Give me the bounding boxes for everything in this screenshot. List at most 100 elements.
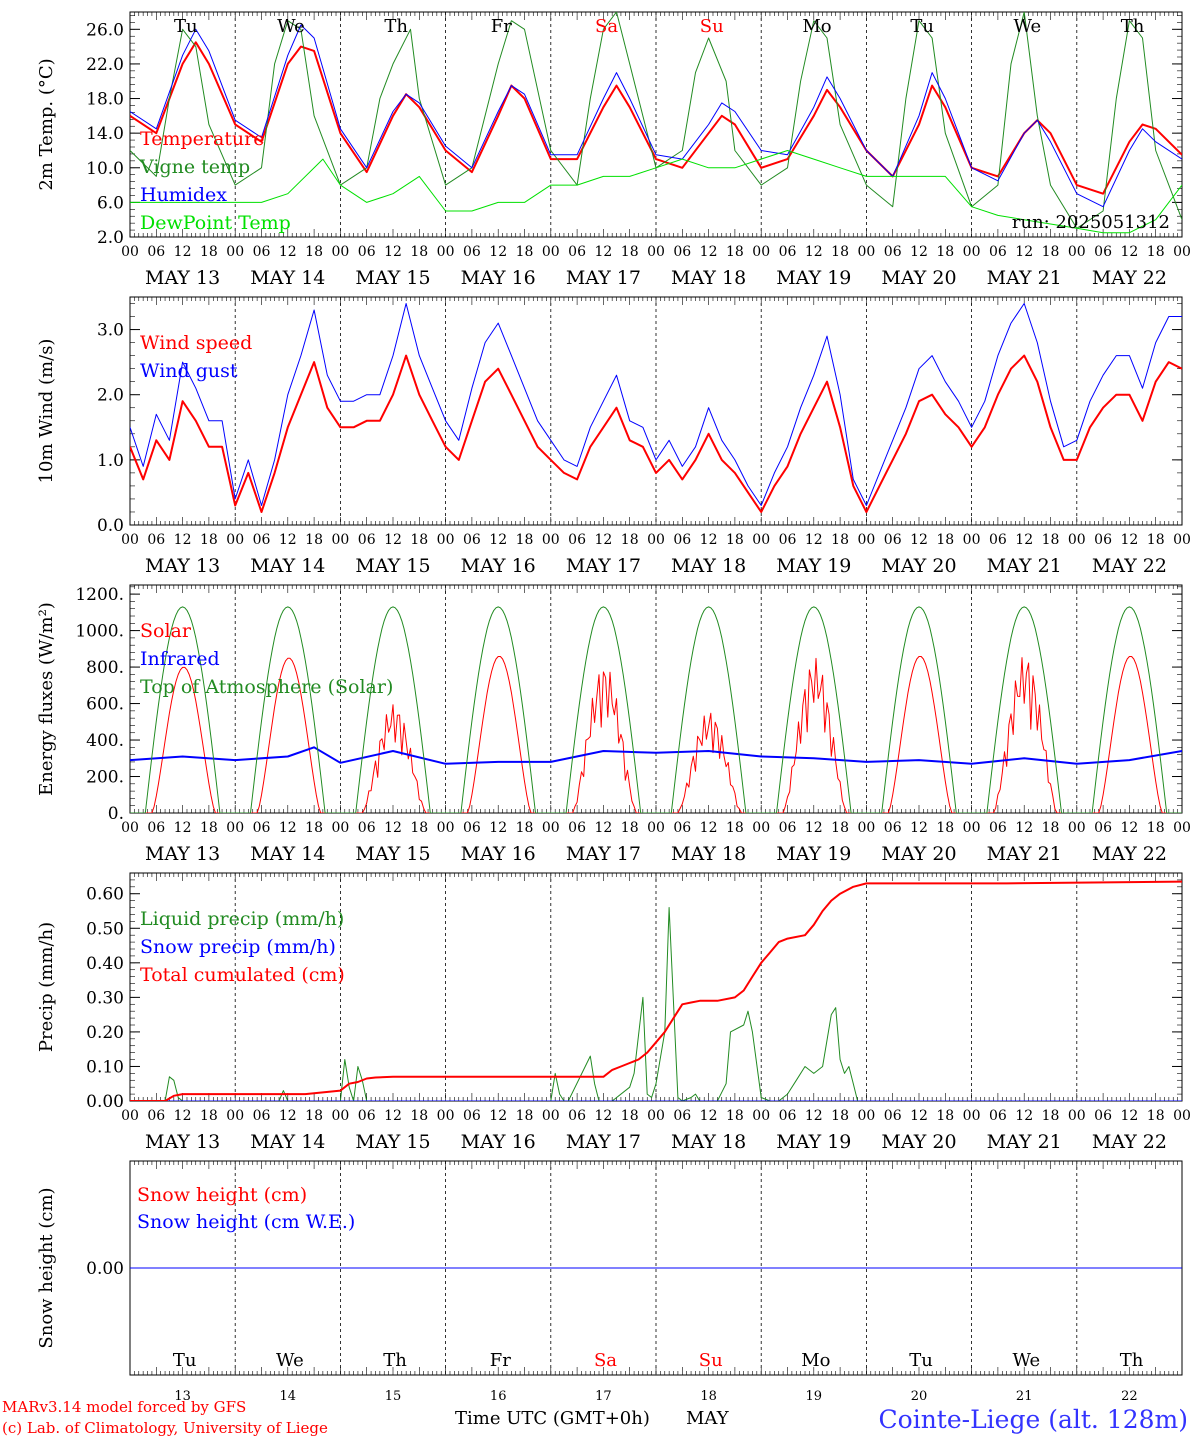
hour-tick-label: 06 [568,1108,586,1124]
series-line-infrared [130,746,1182,765]
hour-tick-label: 00 [752,532,770,548]
hour-tick-label: 12 [1120,532,1138,548]
day-name: We [277,16,305,37]
date-label: MAY 16 [461,843,536,865]
date-label: MAY 16 [461,267,536,289]
date-label: MAY 19 [776,555,851,577]
date-label: MAY 15 [355,555,430,577]
hour-tick-label: 06 [147,820,165,836]
date-label: MAY 17 [566,843,641,865]
hour-tick-label: 12 [489,244,507,260]
hour-tick-label: 06 [673,244,691,260]
hour-tick-label: 12 [1015,532,1033,548]
hour-tick-label: 18 [305,1108,323,1124]
hour-tick-label: 18 [516,244,534,260]
plot-area [130,303,1182,513]
hour-tick-label: 00 [857,820,875,836]
hour-tick-label: 00 [437,244,455,260]
hour-tick-label: 00 [331,532,349,548]
hour-tick-label: 06 [779,820,797,836]
hour-tick-label: 12 [1120,244,1138,260]
hour-tick-label: 12 [384,532,402,548]
hour-tick-label: 18 [936,1108,954,1124]
hour-tick-label: 06 [463,244,481,260]
hour-tick-label: 18 [726,1108,744,1124]
hour-tick-label: 06 [463,820,481,836]
series-line-top-of-atmosphere-solar- [130,606,1182,813]
series-line-dewpoint-temp [130,150,1182,234]
hour-tick-label: 12 [700,1108,718,1124]
hour-tick-label: 12 [1015,244,1033,260]
hour-tick-label: 18 [410,244,428,260]
legend-entry: Total cumulated (cm) [140,964,345,986]
hour-tick-label: 00 [121,820,139,836]
hour-tick-label: 00 [857,532,875,548]
date-label: MAY 17 [566,267,641,289]
y-tick-label: 0.60 [86,885,124,905]
y-tick-label: 200. [86,768,124,788]
hour-tick-label: 18 [1042,1108,1060,1124]
y-tick-label: 18.0 [86,90,124,110]
hour-tick-label: 00 [542,820,560,836]
hour-tick-label: 18 [200,244,218,260]
hour-tick-label: 12 [1120,1108,1138,1124]
series-line-vigne-temp [130,12,1182,229]
hour-tick-label: 18 [936,532,954,548]
series-line-temperature [130,41,1182,195]
hour-tick-label: 06 [884,244,902,260]
day-name: Tu [173,1350,197,1371]
series-line-total-cumulated-cm- [130,880,1182,1101]
hour-tick-label: 18 [410,1108,428,1124]
panel-precip: 0.00 0.10 0.20 0.30 0.40 0.50 0.60 Precip (mm/h… [36,872,1191,1153]
hour-tick-label: 18 [200,532,218,548]
month-label: MAY [686,1408,730,1429]
y-tick-label: 2.0 [97,386,124,406]
hour-tick-label: 12 [700,244,718,260]
y-tick-label: 22.0 [86,55,124,75]
hour-tick-label: 18 [621,244,639,260]
hour-tick-label: 00 [857,1108,875,1124]
y-tick-label: 400. [86,731,124,751]
hour-tick-label: 06 [463,532,481,548]
hour-tick-label: 12 [384,244,402,260]
y-tick-label: 600. [86,695,124,715]
hour-tick-label: 06 [568,244,586,260]
hour-tick-label: 12 [594,244,612,260]
hour-tick-label: 12 [594,532,612,548]
day-name: We [276,1350,304,1371]
y-tick-label: 26.0 [86,20,124,40]
date-label: MAY 14 [250,843,325,865]
hour-tick-label: 06 [779,1108,797,1124]
day-name: Fr [490,1350,511,1371]
hour-tick-label: 00 [331,820,349,836]
date-label: MAY 19 [776,267,851,289]
hour-tick-label: 00 [752,820,770,836]
y-tick-label: 3.0 [97,321,124,341]
y-tick-label: 1.0 [97,451,124,471]
hour-tick-label: 00 [963,244,981,260]
y-tick-label: 0.0 [97,516,124,536]
hour-tick-label: 18 [1042,532,1060,548]
plot-area [130,880,1182,1101]
hour-tick-label: 00 [437,532,455,548]
hour-tick-label: 12 [1015,1108,1033,1124]
y-tick-label: 0.50 [86,919,124,939]
y-axis-label: Snow height (cm) [36,1187,57,1348]
hour-tick-label: 12 [700,820,718,836]
hour-tick-label: 06 [253,244,271,260]
hour-tick-label: 00 [226,1108,244,1124]
hour-tick-label: 12 [1015,820,1033,836]
date-label: MAY 22 [1092,555,1167,577]
hour-tick-label: 00 [1173,820,1191,836]
hour-tick-label: 06 [989,820,1007,836]
day-number: 17 [595,1389,612,1404]
y-tick-label: 1200. [75,585,124,605]
hour-tick-label: 18 [831,820,849,836]
hour-tick-label: 00 [1068,244,1086,260]
date-label: MAY 15 [355,843,430,865]
model-credit: MARv3.14 model forced by GFS [2,1398,246,1416]
hour-tick-label: 12 [384,820,402,836]
hour-tick-label: 18 [1147,1108,1165,1124]
run-label: run: 2025051312 [1012,212,1170,233]
hour-tick-label: 18 [726,532,744,548]
